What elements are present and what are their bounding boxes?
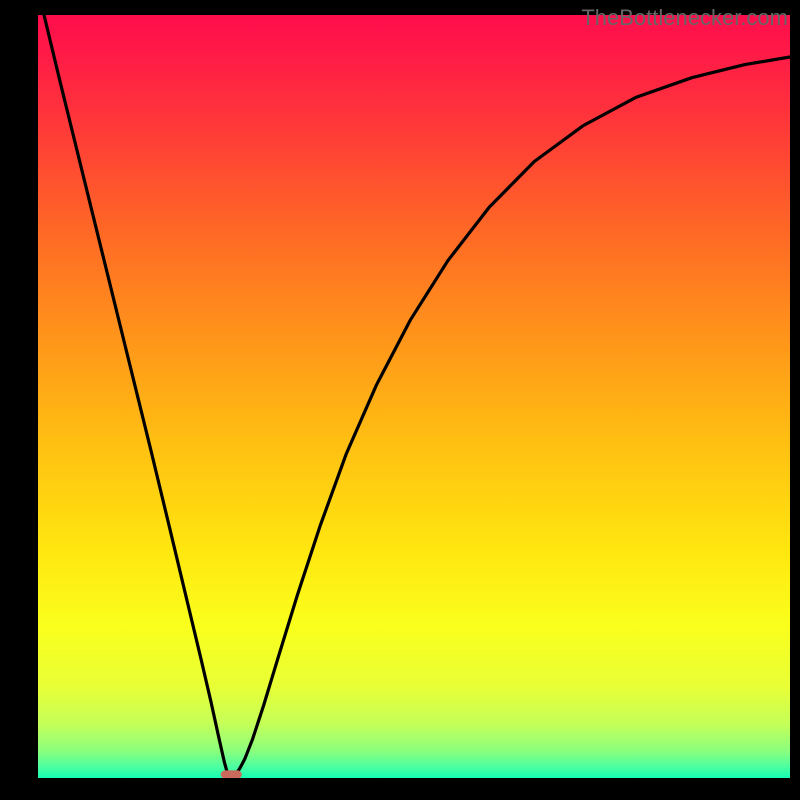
bottleneck-curve xyxy=(44,15,790,778)
optimum-marker xyxy=(221,770,242,778)
watermark-text: TheBottlenecker.com xyxy=(581,5,788,31)
plot-area xyxy=(38,15,790,778)
curve-layer xyxy=(38,15,790,778)
chart-frame: TheBottlenecker.com xyxy=(0,0,800,800)
